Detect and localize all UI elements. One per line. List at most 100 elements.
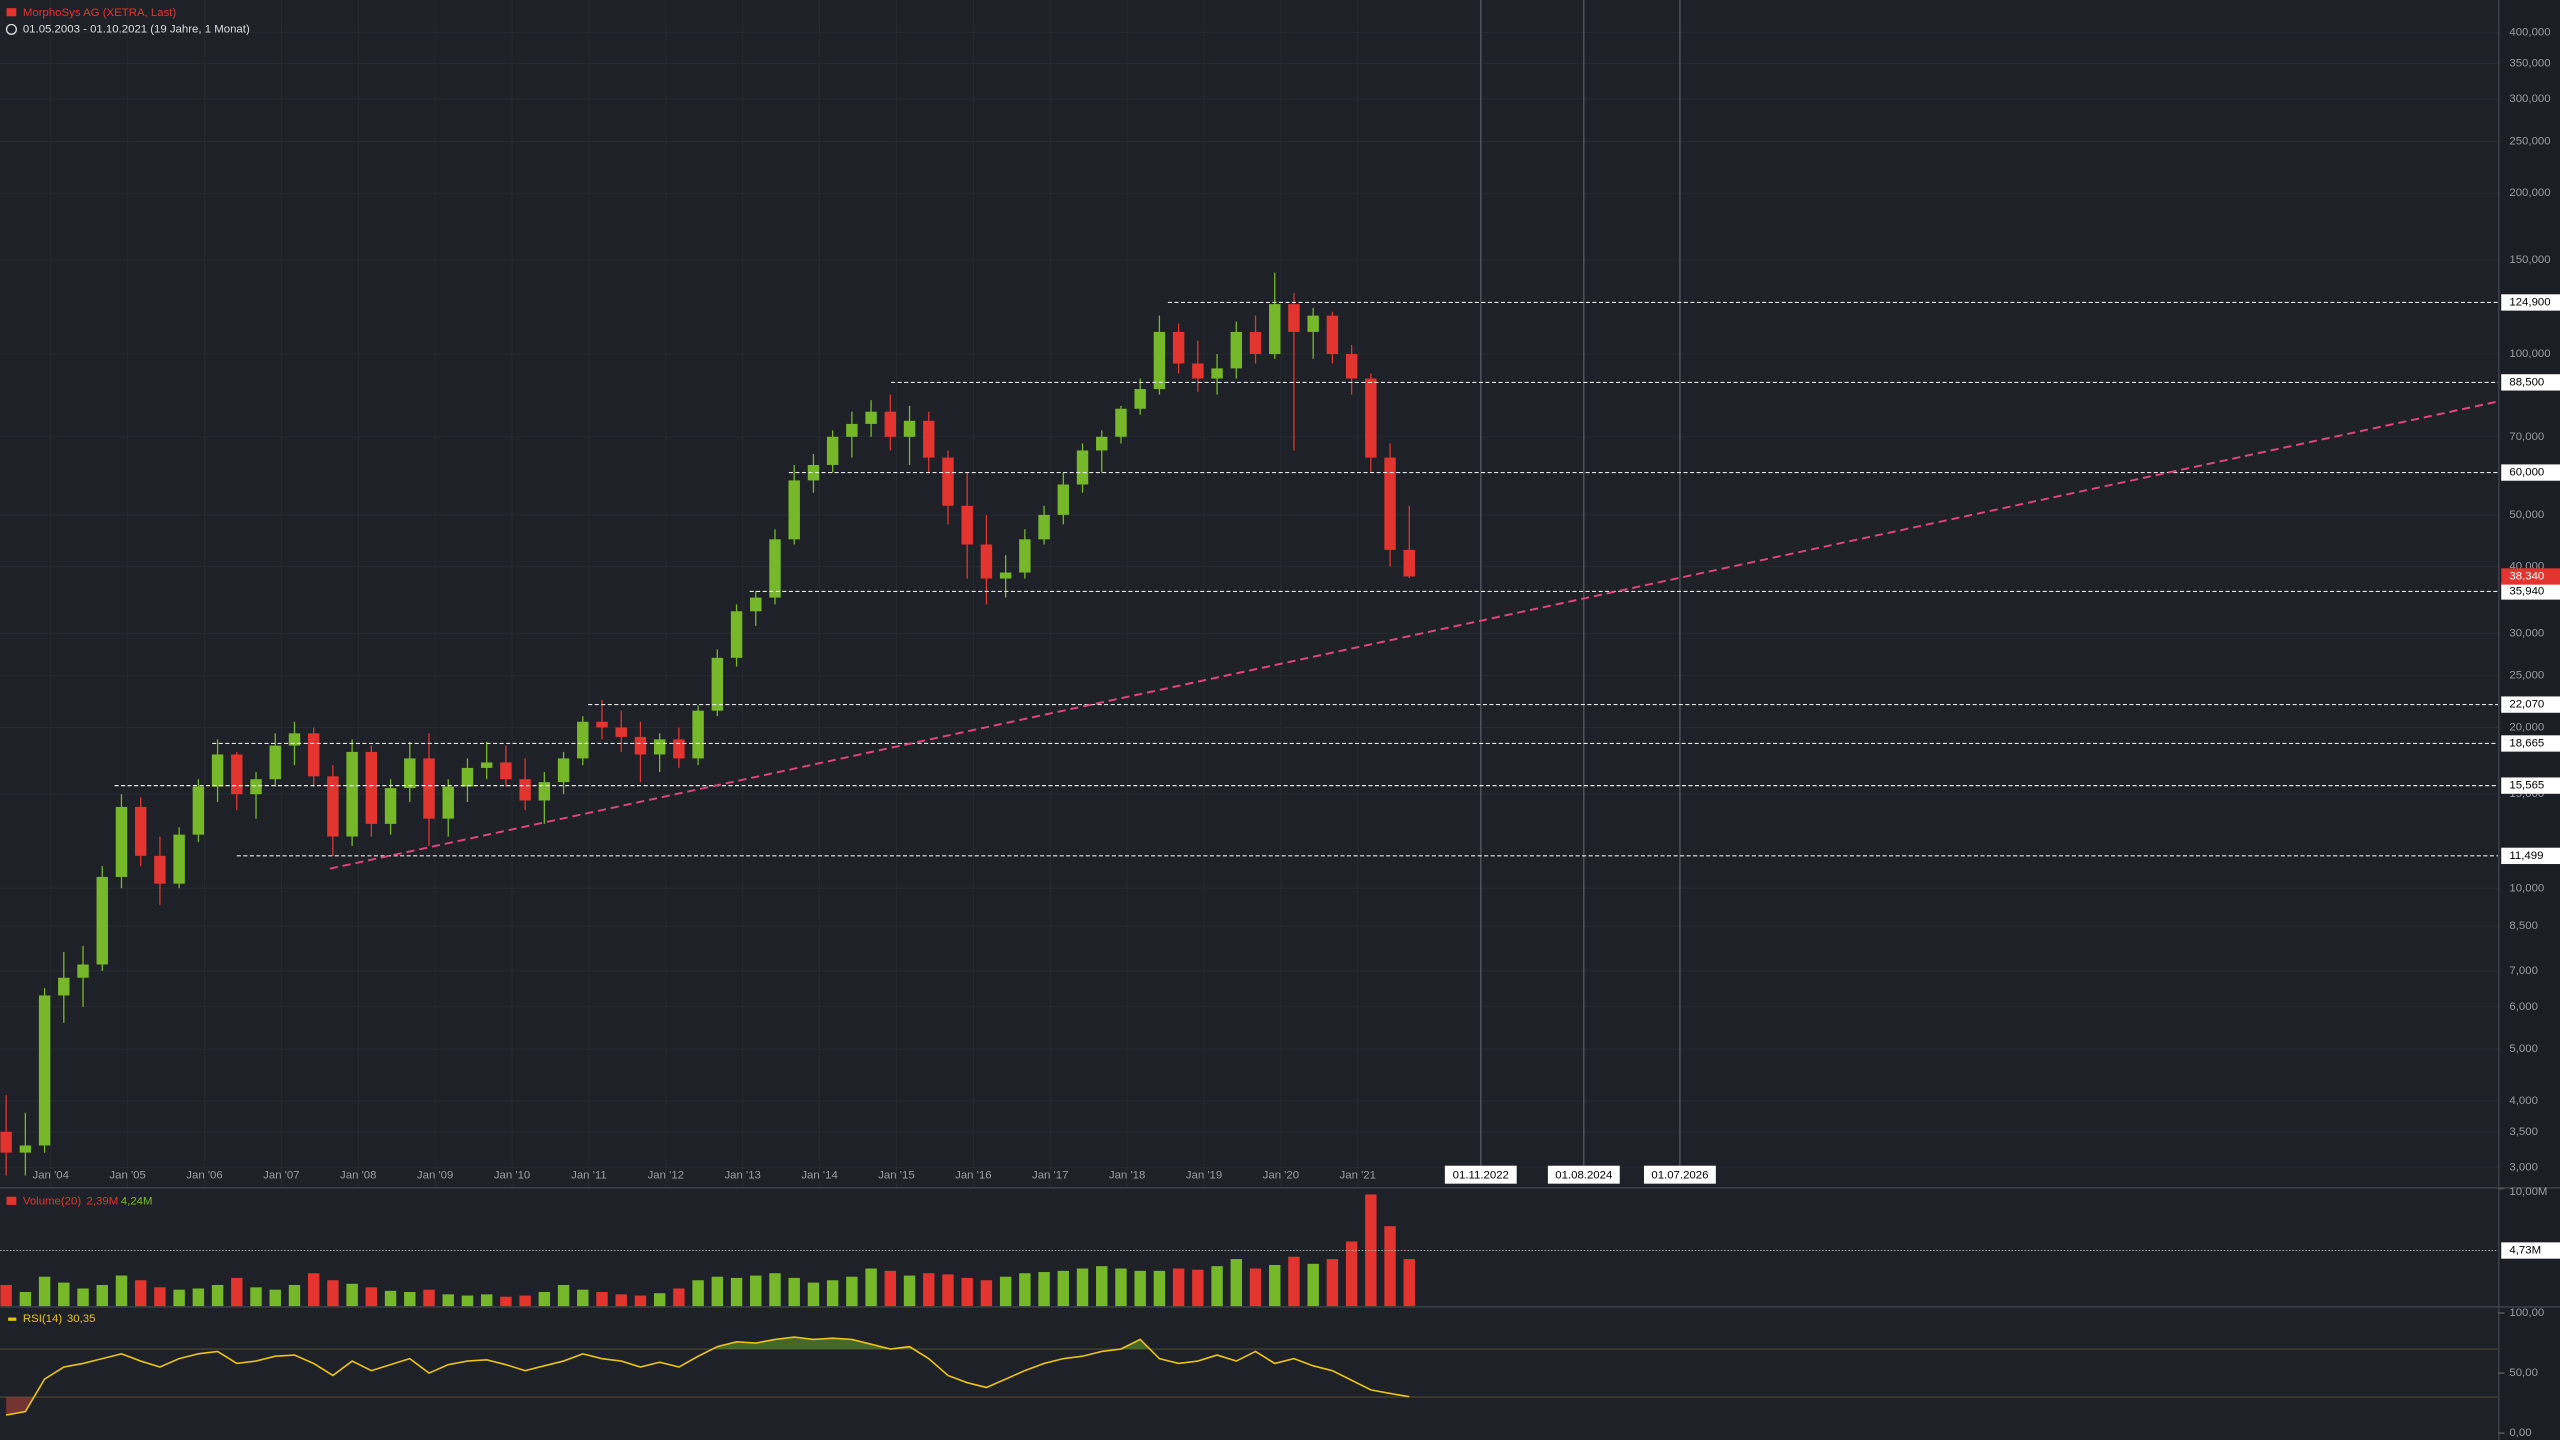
volume-bar	[980, 1280, 993, 1307]
candle-body	[692, 710, 704, 759]
volume-bar	[346, 1283, 358, 1307]
volume-bar	[58, 1282, 70, 1307]
x-tick-label: Jan '09	[417, 1170, 453, 1182]
candle-body	[365, 751, 378, 824]
candle-body	[1230, 331, 1243, 369]
candle-body	[1192, 363, 1204, 379]
volume-bar	[365, 1287, 378, 1307]
candle-body	[173, 834, 185, 884]
y-tick-label: 10,000	[2509, 882, 2544, 894]
volume-bar	[1038, 1272, 1050, 1307]
volume-bar	[1211, 1266, 1223, 1307]
volume-bar	[1269, 1264, 1281, 1307]
y-tick-label: 150,000	[2509, 254, 2550, 266]
volume-level-label: 4,73M	[2509, 1245, 2541, 1257]
y-tick-label: 5,000	[2509, 1043, 2538, 1055]
candle-body	[307, 733, 320, 777]
x-tick-label: Jan '20	[1263, 1170, 1299, 1182]
volume-bar	[0, 1284, 12, 1307]
level-box	[2501, 464, 2560, 481]
y-tick-label: 350,000	[2509, 57, 2550, 69]
candle-body	[923, 420, 935, 458]
candle-body	[942, 457, 954, 506]
candle-body	[884, 411, 897, 437]
volume-bar	[1230, 1259, 1243, 1307]
level-box	[2501, 735, 2560, 752]
last-price-label: 38,340	[2509, 570, 2544, 582]
candle-body	[0, 1131, 12, 1153]
volume-bar	[211, 1284, 224, 1307]
volume-bar	[1192, 1269, 1204, 1307]
level-box	[2501, 294, 2560, 311]
candle-body	[346, 751, 358, 837]
volume-icon	[6, 1196, 17, 1205]
y-tick-label: 30,000	[2509, 627, 2544, 639]
volume-bar	[788, 1277, 800, 1307]
candle-body	[538, 782, 551, 801]
x-tick-label: Jan '15	[878, 1170, 914, 1182]
last-price-box	[2501, 568, 2560, 585]
volume-bar	[423, 1289, 435, 1307]
volume-bar	[1288, 1256, 1300, 1307]
x-tick-label: Jan '07	[263, 1170, 299, 1182]
y-tick-label: 4,000	[2509, 1095, 2538, 1107]
candle-body	[750, 597, 762, 612]
candle-body	[961, 505, 973, 545]
candle-body	[500, 762, 512, 780]
x-marker-box	[1643, 1165, 1716, 1184]
y-tick-label: 6,000	[2509, 1001, 2538, 1013]
x-tick-label: Jan '04	[33, 1170, 70, 1182]
y-tick-label: 3,500	[2509, 1126, 2538, 1138]
volume-legend-value: 4,24M	[121, 1196, 153, 1208]
level-box	[2501, 777, 2560, 794]
level-box	[2501, 583, 2560, 600]
candle-body	[1115, 408, 1127, 437]
volume-bar	[173, 1289, 185, 1307]
candle-body	[423, 758, 435, 819]
volume-bar	[327, 1280, 339, 1307]
volume-bar	[192, 1288, 205, 1307]
y-tick-label: 100,00	[2509, 1307, 2544, 1319]
x-tick-label: Jan '12	[648, 1170, 684, 1182]
volume-bar	[500, 1296, 512, 1307]
trendline	[329, 400, 2499, 870]
candle-body	[980, 544, 993, 579]
candle-body	[788, 480, 800, 540]
level-label: 22,070	[2509, 699, 2544, 711]
y-tick-label: 250,000	[2509, 135, 2550, 147]
axis-area	[2497, 0, 2560, 1440]
candle-body	[1403, 549, 1415, 577]
volume-bar	[1019, 1273, 1031, 1307]
x-marker-box	[1547, 1165, 1620, 1184]
x-tick-label: Jan '21	[1340, 1170, 1376, 1182]
volume-bar	[1307, 1263, 1319, 1307]
volume-bar	[1172, 1268, 1185, 1307]
candle-body	[519, 779, 531, 801]
y-tick-label: 25,000	[2509, 670, 2544, 682]
candle-body	[288, 733, 301, 746]
y-tick-label: 8,500	[2509, 920, 2538, 932]
x-marker-label: 01.11.2022	[1453, 1170, 1509, 1182]
rsi-line	[6, 1336, 1410, 1416]
candle-body	[1153, 331, 1166, 390]
volume-title: Volume(20)	[23, 1196, 82, 1208]
volume-bar	[653, 1293, 666, 1307]
candle-body	[865, 411, 877, 424]
volume-bar	[692, 1280, 704, 1307]
volume-bar	[1096, 1266, 1108, 1307]
level-box	[2501, 696, 2560, 713]
candle-body	[807, 464, 820, 481]
volume-bar	[769, 1273, 781, 1307]
candle-body	[903, 420, 916, 437]
volume-bar	[1153, 1270, 1166, 1307]
candle-body	[38, 995, 51, 1146]
chart-title: MorphoSys AG (XETRA, Last)	[23, 7, 177, 19]
level-label: 11,499	[2509, 850, 2543, 862]
volume-bar	[134, 1280, 147, 1307]
volume-bar	[884, 1270, 897, 1307]
volume-bar	[269, 1289, 281, 1307]
date-range: 01.05.2003 - 01.10.2021	[23, 23, 147, 35]
candle-body	[1384, 457, 1396, 550]
volume-bar	[1345, 1241, 1358, 1307]
x-tick-label: Jan '19	[1186, 1170, 1222, 1182]
